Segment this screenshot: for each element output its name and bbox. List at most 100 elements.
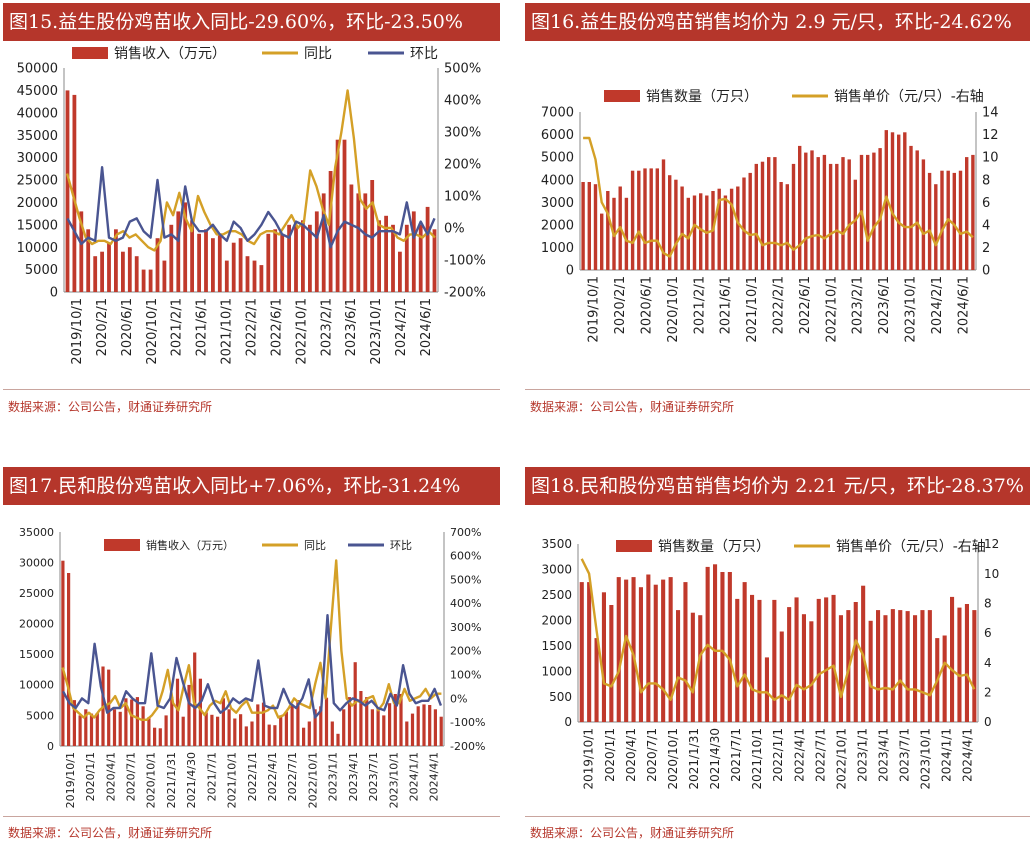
series-line-yoy (65, 89, 436, 252)
bar (927, 610, 932, 722)
y-tick-label-left: 20000 (17, 196, 58, 211)
y-tick-label-left: 2000 (541, 613, 572, 627)
bar (224, 260, 229, 292)
bar (72, 700, 76, 746)
bar (204, 712, 208, 746)
y-tick-label-right: 0% (444, 222, 465, 237)
legend-label: 销售收入（万元） (114, 46, 226, 62)
divider (3, 816, 500, 817)
bar (107, 242, 111, 292)
bar (785, 184, 789, 270)
bar (609, 605, 614, 722)
bar (175, 678, 180, 746)
bar (964, 604, 969, 722)
y-tick-label-right: 6 (982, 196, 990, 211)
bar (940, 170, 944, 270)
y-tick-label-left: 10000 (17, 241, 58, 256)
x-tick-label: 2020/2/1 (95, 298, 110, 356)
bar (155, 238, 160, 292)
divider (3, 389, 500, 390)
bar (791, 163, 796, 270)
bar (643, 168, 647, 270)
x-tick-label: 2020/7/1 (645, 728, 659, 782)
bar (773, 157, 777, 270)
y-tick-label-left: 4000 (541, 173, 574, 188)
y-tick-label-right: 500% (450, 573, 481, 586)
y-tick-label-right: 0% (450, 692, 467, 705)
bar (921, 159, 926, 270)
x-tick-label: 2019/10/1 (582, 728, 596, 790)
bar (296, 700, 300, 746)
x-tick-label: 2021/7/1 (205, 752, 218, 801)
bar (649, 168, 653, 270)
bar (913, 615, 918, 722)
x-tick-label: 2020/10/1 (145, 752, 158, 808)
y-tick-label-right: 200% (450, 645, 481, 658)
bar (957, 607, 962, 722)
y-tick-label-right: 8 (982, 173, 990, 188)
bar (890, 609, 895, 722)
bar (810, 150, 814, 270)
x-tick-label: 2020/6/1 (120, 298, 135, 356)
chart-svg: 0 5000 10000 15000 20000 25000 30000 35000 -200%… (19, 526, 485, 809)
bar (624, 197, 629, 270)
x-tick-label: 2023/2/1 (319, 298, 334, 356)
x-tick-label: 2023/2/1 (851, 276, 866, 334)
bar (809, 621, 814, 722)
x-tick-label: 2023/10/1 (919, 728, 933, 790)
x-tick-label: 2021/1/31 (687, 728, 701, 790)
y-tick-label-left: 30000 (17, 151, 58, 166)
bar (84, 709, 88, 746)
bar (905, 611, 910, 722)
chart-svg: 0 500 1000 1500 2000 2500 3000 3500 0 2 4 6 8 10 12 201… (541, 537, 999, 790)
y-tick-label-right: 100% (450, 669, 481, 682)
x-tick-label: 2021/10/1 (750, 728, 764, 790)
x-tick-label: 2023/10/1 (369, 298, 384, 365)
source-note: 数据来源：公司公告，财通证券研究所 (530, 400, 735, 414)
y-tick-label-left: 25000 (17, 174, 58, 189)
bar (86, 229, 91, 292)
bar (950, 596, 955, 722)
y-tick-label-right: 200% (444, 158, 481, 173)
bar (750, 594, 755, 722)
bar (393, 694, 397, 746)
y-tick-label-left: 0 (564, 715, 572, 729)
x-tick-label: 2024/4/1 (961, 728, 975, 782)
x-tick-label: 2023/1/1 (327, 752, 340, 801)
bar (411, 211, 416, 292)
source-note: 数据来源：公司公告，财通证券研究所 (8, 400, 213, 414)
x-tick-label: 2021/4/30 (708, 728, 722, 790)
bar (897, 134, 901, 270)
source-note: 数据来源：公司公告，财通证券研究所 (530, 826, 735, 840)
bar (266, 233, 271, 292)
x-tick-label: 2022/2/1 (245, 298, 260, 356)
bar (365, 697, 369, 746)
bar (680, 186, 684, 270)
bar (227, 709, 231, 746)
bar (135, 697, 139, 746)
x-tick-label: 2020/7/1 (125, 752, 138, 801)
bar (428, 705, 432, 746)
y-tick-label-left: 1000 (541, 241, 574, 256)
bar (78, 715, 82, 746)
bar (965, 157, 969, 270)
chart-title: 图18.民和股份鸡苗销售均价为 2.21 元/只，环比-28.37% (525, 467, 1030, 505)
bar (720, 572, 725, 722)
bar (330, 721, 334, 746)
bar (114, 229, 118, 292)
bar (233, 718, 237, 746)
bar (164, 715, 168, 746)
y-tick-label-right: 2 (982, 241, 990, 256)
bar (67, 573, 71, 746)
bar (302, 727, 306, 746)
y-tick-label-right: -200% (450, 740, 485, 753)
bar (661, 159, 666, 270)
bar (742, 582, 747, 722)
y-tick-label-right: 300% (444, 126, 481, 141)
bar (176, 211, 181, 292)
y-tick-label-right: 500% (444, 62, 481, 77)
bar (909, 145, 913, 270)
bar (934, 184, 938, 270)
legend-label: 环比 (410, 46, 438, 62)
bar (347, 697, 352, 746)
